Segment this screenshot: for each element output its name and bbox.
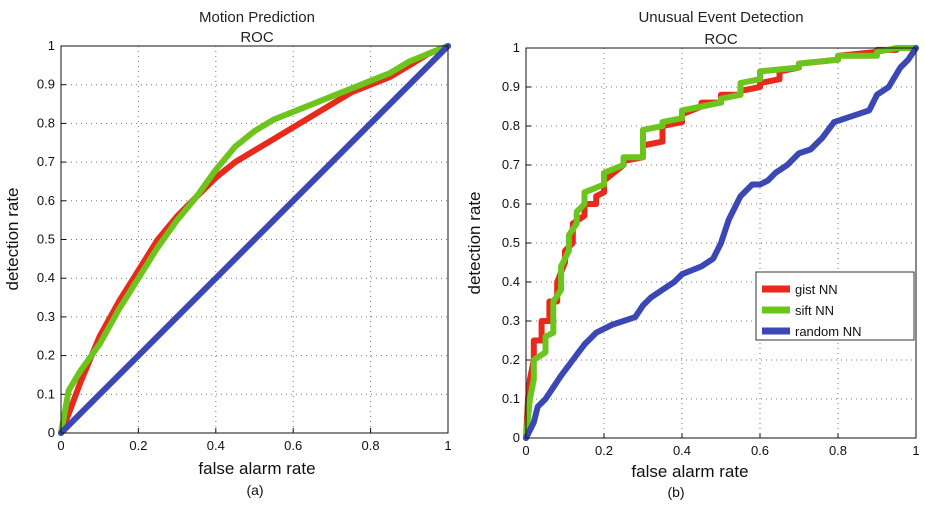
x-tick-label: 0.8: [362, 438, 380, 453]
chart-title: Unusual Event Detection: [638, 9, 803, 26]
chart-title: Motion Prediction: [199, 9, 315, 26]
y-tick-label: 0.7: [502, 157, 520, 172]
chart-subtitle: ROC: [704, 31, 738, 48]
x-tick-label: 0.4: [207, 438, 225, 453]
panel-caption: (a): [246, 482, 263, 498]
series-line-series-1: [58, 43, 451, 436]
y-axis-label: detection rate: [465, 191, 484, 294]
y-tick-label: 0.9: [502, 79, 520, 94]
tick-labels: 0 0.2 0.4 0.6 0.8 1 0 0.1 0.2 0.3 0.4 0.5 0.6 0.7 0.8 0…: [502, 40, 920, 458]
y-tick-label: 0.1: [37, 386, 55, 401]
x-tick-label: 0: [522, 443, 529, 458]
panel-caption: (b): [667, 484, 684, 500]
series-lines: [523, 45, 919, 441]
x-tick-label: 0.2: [595, 443, 613, 458]
x-tick-label: 0.2: [129, 438, 147, 453]
x-tick-label: 0.6: [751, 443, 769, 458]
y-tick-label: 1: [48, 38, 55, 53]
legend: gist NN sift NN random NN: [755, 271, 915, 341]
y-tick-label: 0.2: [37, 348, 55, 363]
x-tick-label: 0.4: [673, 443, 691, 458]
series-lines: [58, 43, 451, 436]
legend-items: gist NN sift NN random NN: [762, 282, 861, 339]
x-tick-label: 1: [912, 443, 919, 458]
chart-subtitle: ROC: [240, 29, 274, 46]
x-tick-label: 0.6: [284, 438, 302, 453]
series-line-random-nn: [523, 45, 919, 441]
plot-frame: [60, 45, 449, 434]
x-tick-label: 1: [444, 438, 451, 453]
y-tick-label: 0.6: [502, 196, 520, 211]
y-tick-label: 0.8: [37, 115, 55, 130]
x-tick-label: 0: [57, 438, 64, 453]
legend-label-gist-nn: gist NN: [795, 282, 838, 297]
y-tick-label: 0.3: [37, 309, 55, 324]
legend-label-random-nn: random NN: [795, 324, 861, 339]
y-tick-label: 0.9: [37, 77, 55, 92]
y-tick-label: 0: [48, 425, 55, 440]
y-tick-label: 0.4: [37, 270, 55, 285]
legend-label-sift-nn: sift NN: [795, 303, 834, 318]
y-tick-label: 0.5: [502, 235, 520, 250]
x-tick-label: 0.8: [829, 443, 847, 458]
motion-prediction-chart: Motion Prediction ROC 0 0.2 0.4 0.6 0.8 1 0 0.1…: [3, 9, 452, 498]
y-tick-label: 0.3: [502, 313, 520, 328]
tick-labels: 0 0.2 0.4 0.6 0.8 1 0 0.1 0.2 0.3 0.4 0.5 0.6 0.7 0.8 0…: [37, 38, 452, 453]
y-tick-label: 0.6: [37, 193, 55, 208]
x-axis-label: false alarm rate: [631, 462, 748, 481]
x-axis-label: false alarm rate: [198, 459, 315, 478]
y-tick-label: 0.5: [37, 232, 55, 247]
unusual-event-detection-chart: Unusual Event Detection ROC 0 0.2 0.4 0.6 0.…: [465, 9, 920, 500]
y-tick-label: 0.7: [37, 154, 55, 169]
y-tick-label: 0.2: [502, 352, 520, 367]
y-tick-label: 0: [513, 430, 520, 445]
series-line-series-2: [58, 43, 451, 436]
series-line-sift-nn: [523, 45, 919, 441]
y-tick-label: 0.1: [502, 391, 520, 406]
plot-frame: [525, 47, 917, 439]
y-axis-label: detection rate: [3, 187, 22, 290]
y-tick-label: 0.4: [502, 274, 520, 289]
series-line-series-3: [58, 43, 451, 436]
y-tick-label: 1: [513, 40, 520, 55]
y-tick-label: 0.8: [502, 118, 520, 133]
